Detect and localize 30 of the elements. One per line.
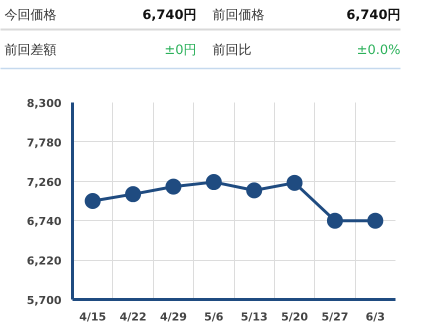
- point: [165, 178, 182, 195]
- text: 前回比: [212, 43, 252, 58]
- text: ±0円: [164, 43, 197, 58]
- point: [206, 174, 222, 190]
- point: [246, 182, 262, 198]
- y-tick-label: 5,700: [26, 294, 62, 307]
- y-tick-label: 7,260: [26, 176, 62, 189]
- x-tick-label: 4/15: [79, 310, 106, 324]
- text: 今回価格: [4, 8, 56, 23]
- x-tick-label: 5/27: [321, 310, 348, 324]
- text: 前回差額: [4, 43, 56, 58]
- point: [326, 212, 343, 229]
- text: 6,740円: [142, 8, 197, 23]
- y-tick-label: 7,780: [26, 136, 62, 150]
- x-tick-label: 5/13: [240, 310, 268, 324]
- text: 前回価格: [212, 8, 264, 23]
- x-tick-label: 4/22: [120, 310, 147, 324]
- x-tick-label: 4/29: [160, 310, 187, 324]
- point: [125, 186, 142, 202]
- x-tick-label: 5/20: [281, 310, 308, 324]
- x-tick-label: 5/6: [204, 310, 224, 324]
- text: ±0.0%: [356, 43, 400, 58]
- y-tick-label: 6,220: [26, 254, 62, 268]
- point: [367, 212, 384, 229]
- text: 6,740円: [346, 8, 401, 23]
- x-tick-label: 6/3: [366, 310, 385, 324]
- point: [84, 193, 101, 209]
- y-tick-label: 8,300: [26, 97, 62, 110]
- y-tick-label: 6,740: [26, 215, 62, 228]
- point: [286, 174, 303, 191]
